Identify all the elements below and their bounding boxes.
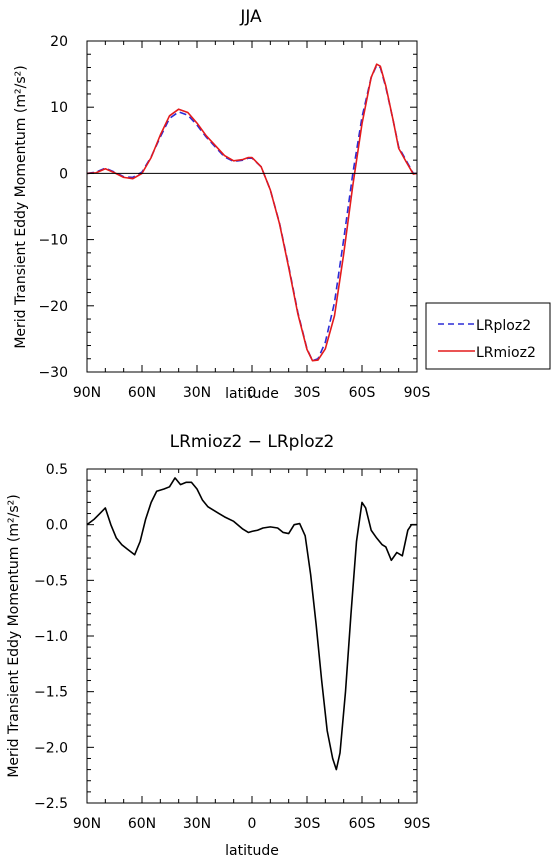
panel-bottom-plot-frame bbox=[86, 468, 418, 804]
panel-bottom-y-ticks: 0.5 0.0 −0.5 −1.0 −1.5 −2.0 −2.5 bbox=[34, 462, 417, 812]
x-tick-label-30s: 30S bbox=[294, 385, 321, 401]
panel-top-lines bbox=[86, 63, 418, 362]
x-tick-label-60s: 60S bbox=[349, 385, 376, 401]
x-tick-label-30n: 30N bbox=[183, 816, 211, 832]
x-tick-label-60n: 60N bbox=[128, 385, 156, 401]
y-tick-label-10: 10 bbox=[50, 100, 68, 116]
y-tick-label-0-5: 0.5 bbox=[46, 462, 68, 478]
x-tick-label-90s: 90S bbox=[404, 816, 431, 832]
x-tick-label-0: 0 bbox=[248, 385, 257, 401]
x-tick-label-90n: 90N bbox=[73, 385, 101, 401]
panel-top: JJA 90N 60N 30N 0 30S 60S 90S 20 10 0 −10 −20 −30 l… bbox=[13, 7, 551, 402]
panel-top-y-ticks: 20 10 0 −10 −20 −30 bbox=[38, 34, 417, 381]
legend: LRploz2 LRmioz2 bbox=[425, 302, 551, 370]
series-line-difference bbox=[86, 477, 417, 771]
x-tick-label-30s: 30S bbox=[294, 816, 321, 832]
panel-bottom-title: LRmioz2 − LRploz2 bbox=[170, 432, 335, 452]
panel-bottom-x-ticks: 90N 60N 30N 0 30S 60S 90S bbox=[73, 469, 431, 832]
legend-box bbox=[425, 302, 551, 370]
y-tick-label-0-0: 0.0 bbox=[46, 518, 68, 534]
x-tick-label-90n: 90N bbox=[73, 816, 101, 832]
y-tick-label-minus1-0: −1.0 bbox=[34, 629, 68, 645]
y-tick-label-minus2-5: −2.5 bbox=[34, 796, 68, 812]
y-tick-label-minus30: −30 bbox=[38, 365, 68, 381]
x-tick-label-90s: 90S bbox=[404, 385, 431, 401]
panel-top-y-axis-label: Merid Transient Eddy Momentum (m²/s²) bbox=[13, 65, 29, 348]
y-tick-label-0: 0 bbox=[59, 166, 68, 182]
x-tick-label-0: 0 bbox=[248, 816, 257, 832]
legend-label-lrmioz2: LRmioz2 bbox=[476, 345, 536, 361]
series-line-lrmioz2 bbox=[86, 63, 418, 362]
series-line-lrploz2 bbox=[86, 64, 417, 362]
panel-top-title: JJA bbox=[239, 7, 262, 27]
panel-top-x-axis-label: latitude bbox=[225, 386, 279, 402]
panel-bottom-x-axis-label: latitude bbox=[225, 843, 279, 859]
y-tick-label-minus20: −20 bbox=[38, 299, 68, 315]
y-tick-label-minus1-5: −1.5 bbox=[34, 685, 68, 701]
y-tick-label-minus10: −10 bbox=[38, 233, 68, 249]
legend-label-lrploz2: LRploz2 bbox=[476, 318, 531, 334]
x-tick-label-60s: 60S bbox=[349, 816, 376, 832]
x-tick-label-30n: 30N bbox=[183, 385, 211, 401]
y-tick-label-minus0-5: −0.5 bbox=[34, 573, 68, 589]
panel-bottom: LRmioz2 − LRploz2 90N 60N 30N 0 30S 60S 90S 0.… bbox=[6, 432, 430, 859]
y-tick-label-20: 20 bbox=[50, 34, 68, 50]
panel-bottom-lines bbox=[86, 477, 417, 771]
panel-bottom-y-axis-label: Merid Transient Eddy Momentum (m²/s²) bbox=[6, 494, 22, 777]
panel-top-x-ticks: 90N 60N 30N 0 30S 60S 90S bbox=[73, 41, 431, 401]
x-tick-label-60n: 60N bbox=[128, 816, 156, 832]
y-tick-label-minus2-0: −2.0 bbox=[34, 740, 68, 756]
